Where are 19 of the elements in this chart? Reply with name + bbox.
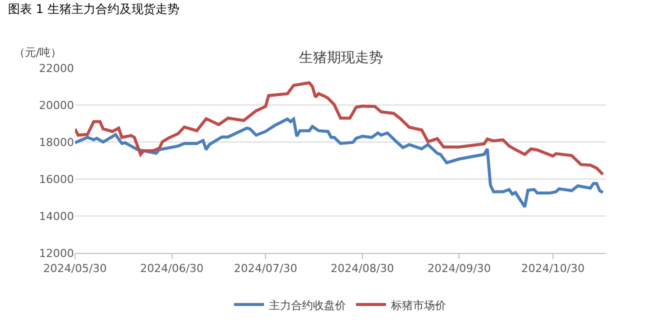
- y-tick-label: 16000: [39, 172, 74, 186]
- line-series: [75, 118, 604, 208]
- text: 图表 1 生猪主力合约及现货走势: [8, 2, 180, 16]
- legend-label: 标猪市场价: [390, 298, 446, 312]
- y-tick-label: 14000: [39, 210, 74, 223]
- x-tick-label: 2024/08/30: [330, 262, 394, 276]
- legend-label: 主力合约收盘价: [269, 298, 346, 312]
- y-tick-label: 12000: [39, 246, 74, 260]
- y-tick-label: 18000: [39, 136, 74, 149]
- y-tick-label: 22000: [39, 62, 74, 75]
- x-tick-label: 2024/07/30: [234, 262, 298, 276]
- y-axis-title: （元/吨）: [14, 46, 62, 59]
- chart-title: 生猪期现走势: [299, 50, 383, 66]
- x-tick-label: 2024/09/30: [427, 262, 491, 276]
- y-tick-label: 20000: [39, 98, 74, 112]
- line-series: [75, 81, 604, 176]
- x-tick-label: 2024/05/30: [43, 262, 107, 276]
- x-tick-label: 2024/06/30: [140, 262, 204, 276]
- x-tick-label: 2024/10/30: [521, 262, 585, 276]
